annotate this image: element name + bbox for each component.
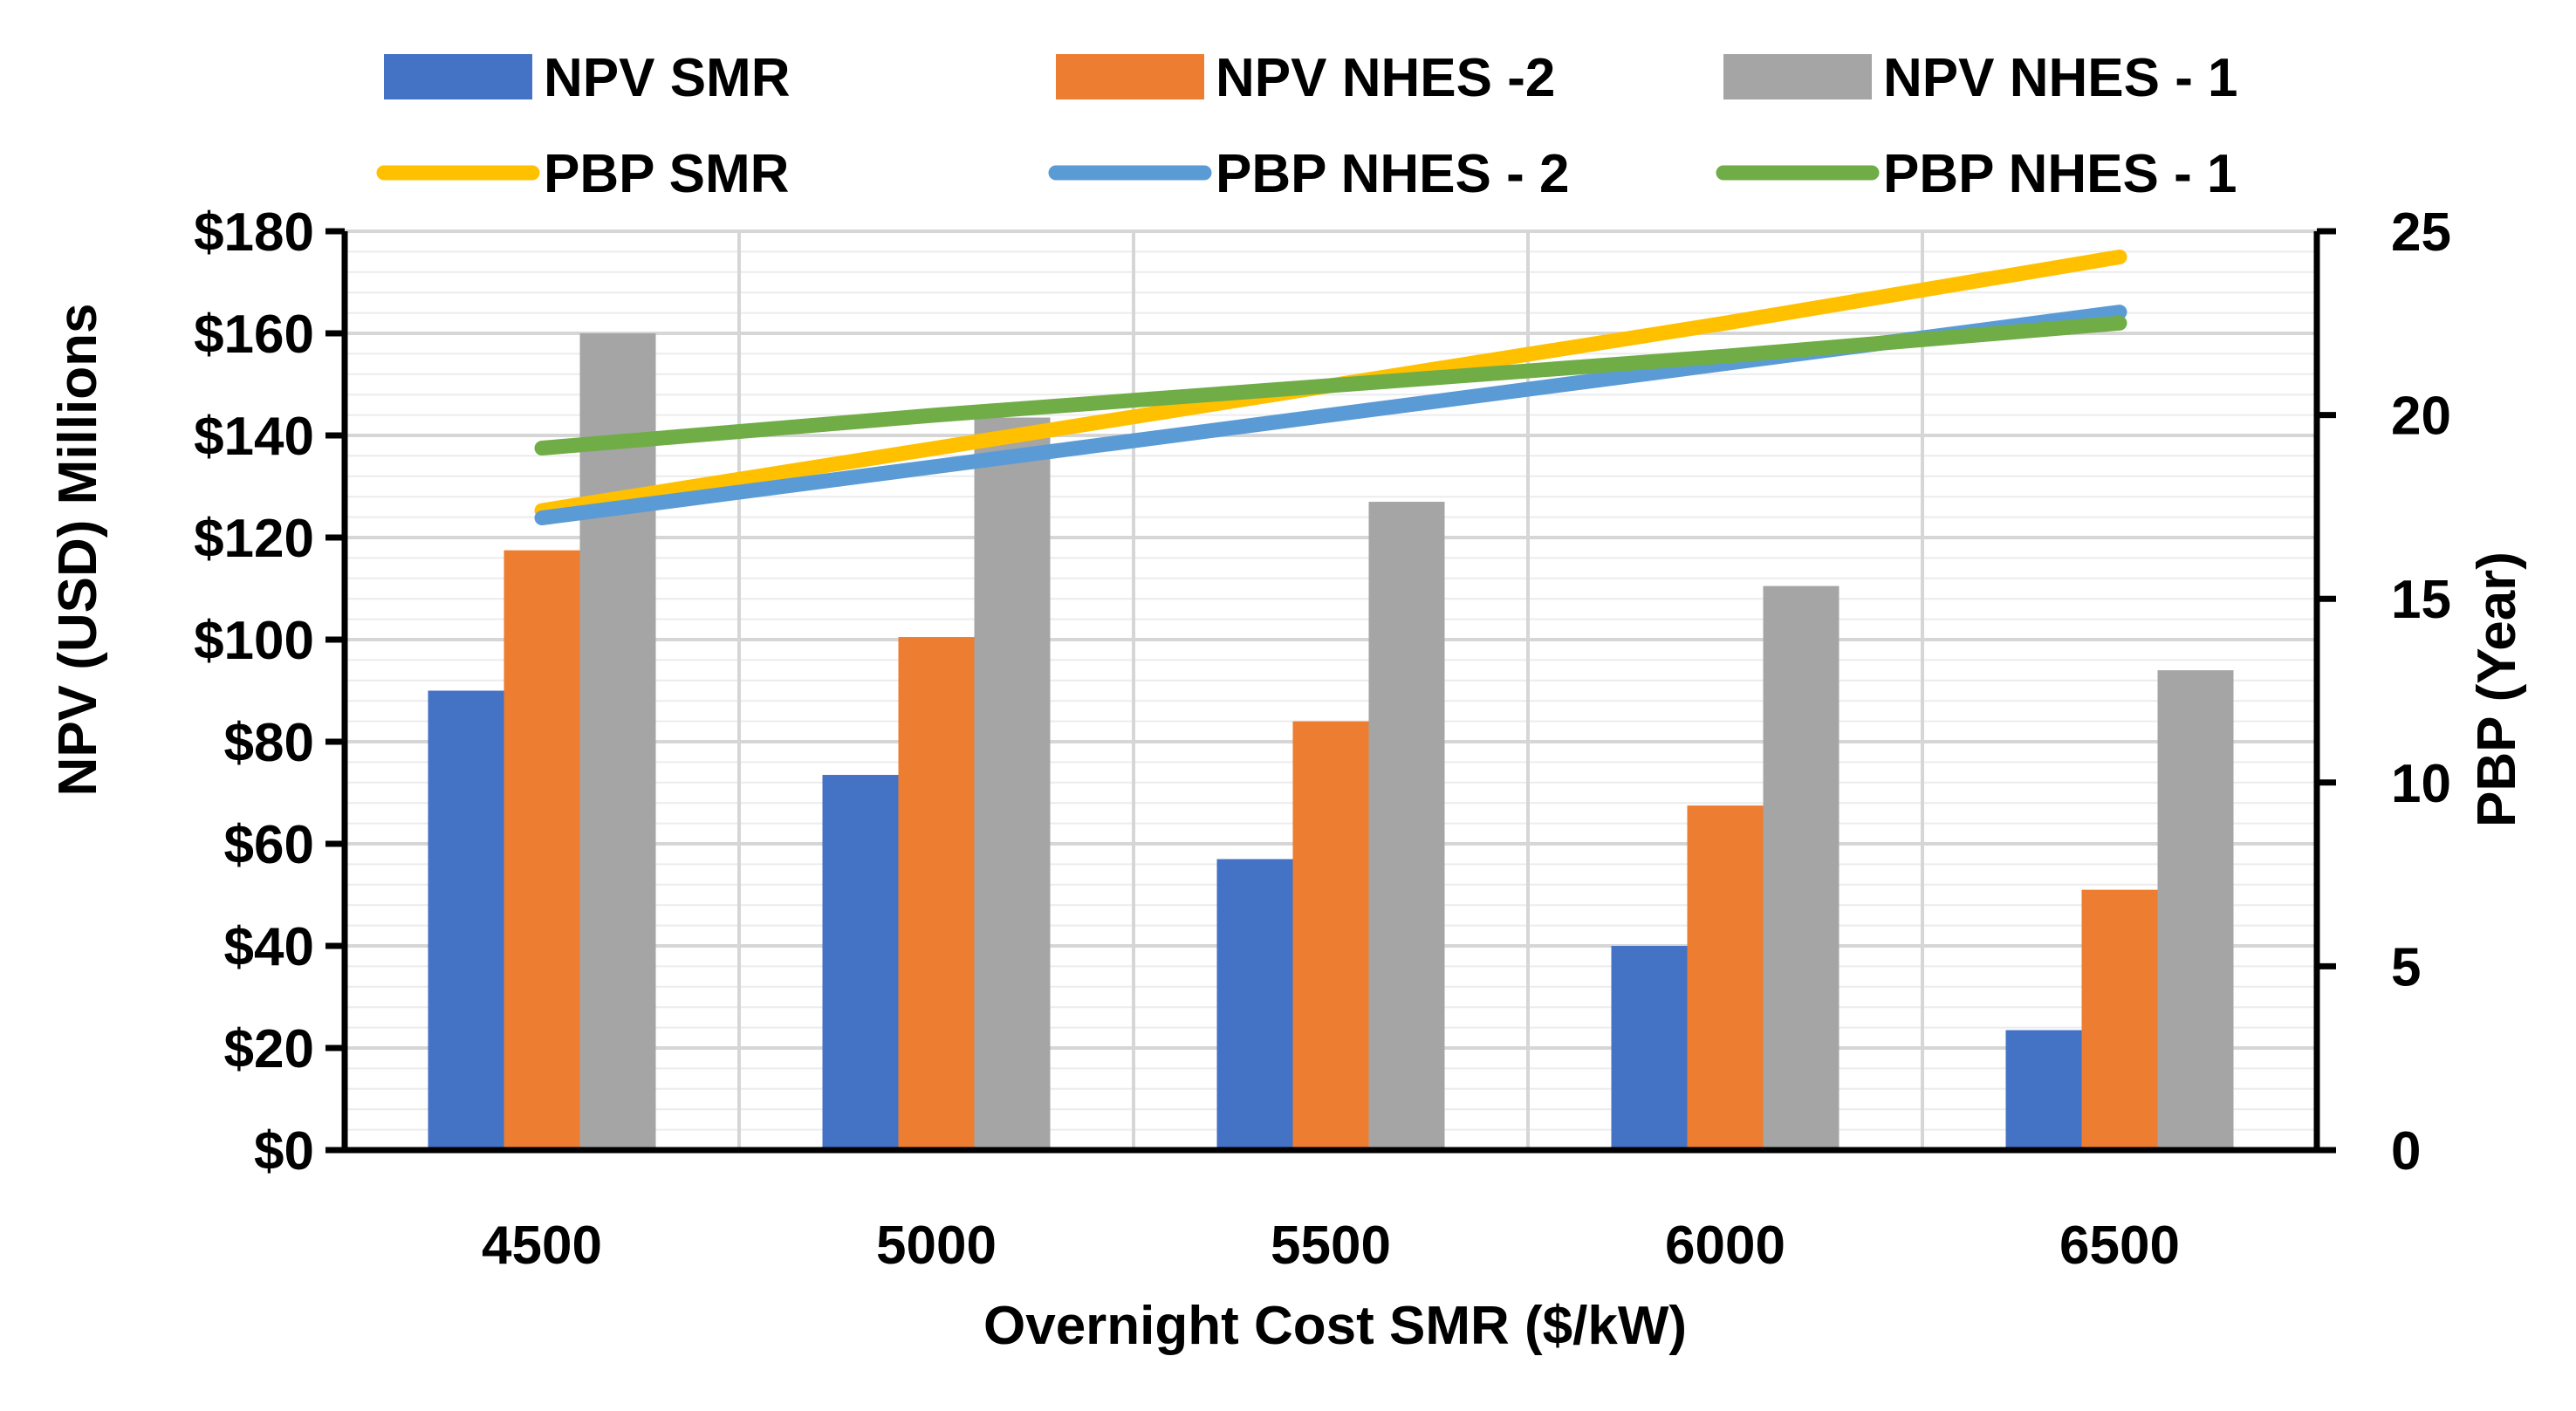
- bar-npv-smr-5000: [822, 775, 899, 1150]
- legend-label-npv-nhes-2: NPV NHES -2: [1216, 48, 1555, 108]
- bar-npv-smr-6500: [2005, 1030, 2082, 1150]
- x-tick-label: 6000: [1665, 1216, 1785, 1276]
- y2-tick-label: 10: [2391, 754, 2451, 814]
- bar-npv-smr-6000: [1611, 946, 1688, 1150]
- legend-swatch-npv-nhes-1: [1723, 54, 1872, 99]
- y2-tick-label: 5: [2391, 937, 2421, 997]
- legend-swatch-npv-nhes-2: [1056, 54, 1204, 99]
- line-layer: [534, 249, 2127, 526]
- bar-npv-smr-4500: [428, 690, 504, 1150]
- bar-npv-nhes-2-5500: [1292, 721, 1369, 1150]
- bar-npv-nhes-1-6500: [2157, 670, 2234, 1150]
- x-tick-label: 5500: [1271, 1216, 1391, 1276]
- y-tick-label: $100: [194, 611, 314, 671]
- bar-layer: [428, 333, 2234, 1150]
- legend-label-npv-nhes-1: NPV NHES - 1: [1883, 48, 2238, 108]
- y-tick-label: $80: [224, 713, 314, 773]
- bar-npv-nhes-2-6000: [1687, 805, 1764, 1150]
- legend-label-pbp-nhes-1: PBP NHES - 1: [1883, 144, 2237, 204]
- bar-npv-nhes-1-5500: [1368, 502, 1445, 1150]
- bar-npv-nhes-1-6000: [1763, 586, 1840, 1150]
- legend-label-npv-smr: NPV SMR: [544, 48, 790, 108]
- legend-label-pbp-nhes-2: PBP NHES - 2: [1216, 144, 1569, 204]
- bar-npv-nhes-1-5000: [974, 417, 1051, 1150]
- y2-tick-label: 0: [2391, 1121, 2421, 1182]
- y-tick-label: $120: [194, 509, 314, 569]
- x-tick-label: 4500: [482, 1216, 602, 1276]
- y-axis-title: NPV (USD) Millions: [48, 304, 108, 797]
- legend-swatch-npv-smr: [384, 54, 532, 99]
- y2-tick-label: 15: [2391, 570, 2451, 630]
- x-tick-label: 5000: [876, 1216, 997, 1276]
- x-tick-label: 6500: [2059, 1216, 2180, 1276]
- legend-layer: NPV SMR NPV NHES -2 NPV NHES - 1 PBP SMR PBP…: [376, 48, 2238, 204]
- y-tick-label: $140: [194, 407, 314, 467]
- y-tick-label: $180: [194, 202, 314, 263]
- y2-axis-title: PBP (Year): [2467, 551, 2527, 827]
- bar-npv-nhes-1-4500: [579, 333, 656, 1150]
- bar-npv-nhes-2-5000: [898, 637, 975, 1150]
- bar-npv-smr-5500: [1216, 859, 1293, 1150]
- axis-layer: $0 $20 $40 $60 $80 $100 $120 $140 $160 $180 0 5 10 15…: [194, 202, 2451, 1276]
- y-tick-label: $60: [224, 815, 314, 875]
- y-tick-label: $160: [194, 305, 314, 365]
- y2-tick-label: 20: [2391, 387, 2451, 447]
- y-tick-label: $20: [224, 1019, 314, 1079]
- line-pbp-nhes-1: [534, 315, 2127, 456]
- legend-label-pbp-smr: PBP SMR: [544, 144, 789, 204]
- y-tick-label: $0: [254, 1121, 314, 1182]
- x-axis-title: Overnight Cost SMR ($/kW): [983, 1296, 1687, 1356]
- bar-npv-nhes-2-6500: [2081, 889, 2158, 1150]
- y-tick-label: $40: [224, 917, 314, 977]
- y2-tick-label: 25: [2391, 202, 2451, 263]
- bar-npv-nhes-2-4500: [504, 550, 580, 1150]
